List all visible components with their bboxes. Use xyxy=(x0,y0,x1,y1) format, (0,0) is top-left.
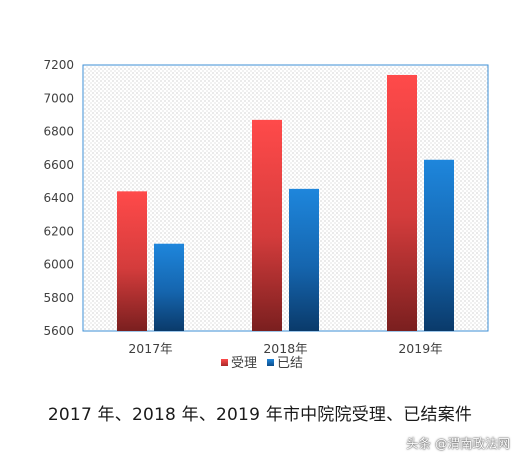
y-tick-label: 6200 xyxy=(43,224,74,238)
legend-label: 已结 xyxy=(277,356,303,371)
legend-label: 受理 xyxy=(231,356,257,371)
watermark: 头条 @渭南政法网 xyxy=(406,436,510,451)
bar-accepted-2 xyxy=(252,119,282,331)
x-tick-label: 2019年 xyxy=(398,341,442,356)
legend: 受理 已结 xyxy=(221,356,303,371)
y-tick-label: 6000 xyxy=(43,258,74,272)
x-axis: 2017年 2018年 2019年 xyxy=(128,341,442,356)
bar-closed-3 xyxy=(424,159,454,331)
y-tick-label: 7200 xyxy=(43,58,74,72)
y-tick-label: 6400 xyxy=(43,191,74,205)
y-tick-label: 7000 xyxy=(43,91,74,105)
y-axis: 5600 5800 6000 6200 6400 6600 6800 7000 7200 xyxy=(43,58,74,338)
x-tick-label: 2017年 xyxy=(128,341,172,356)
bar-accepted-3 xyxy=(387,74,417,331)
bar-closed-2 xyxy=(289,188,319,331)
legend-swatch xyxy=(267,359,274,366)
y-tick-label: 6600 xyxy=(43,158,74,172)
y-tick-label: 5800 xyxy=(43,291,74,305)
y-tick-label: 6800 xyxy=(43,125,74,139)
figure-caption: 2017 年、2018 年、2019 年市中院院受理、已结案件 xyxy=(47,405,473,425)
x-tick-label: 2018年 xyxy=(263,341,307,356)
bar-accepted-1 xyxy=(117,191,147,331)
y-tick-label: 5600 xyxy=(43,324,74,338)
bars xyxy=(117,74,454,331)
bar-closed-1 xyxy=(154,243,184,331)
plot-area xyxy=(82,64,489,332)
legend-swatch xyxy=(221,359,228,366)
